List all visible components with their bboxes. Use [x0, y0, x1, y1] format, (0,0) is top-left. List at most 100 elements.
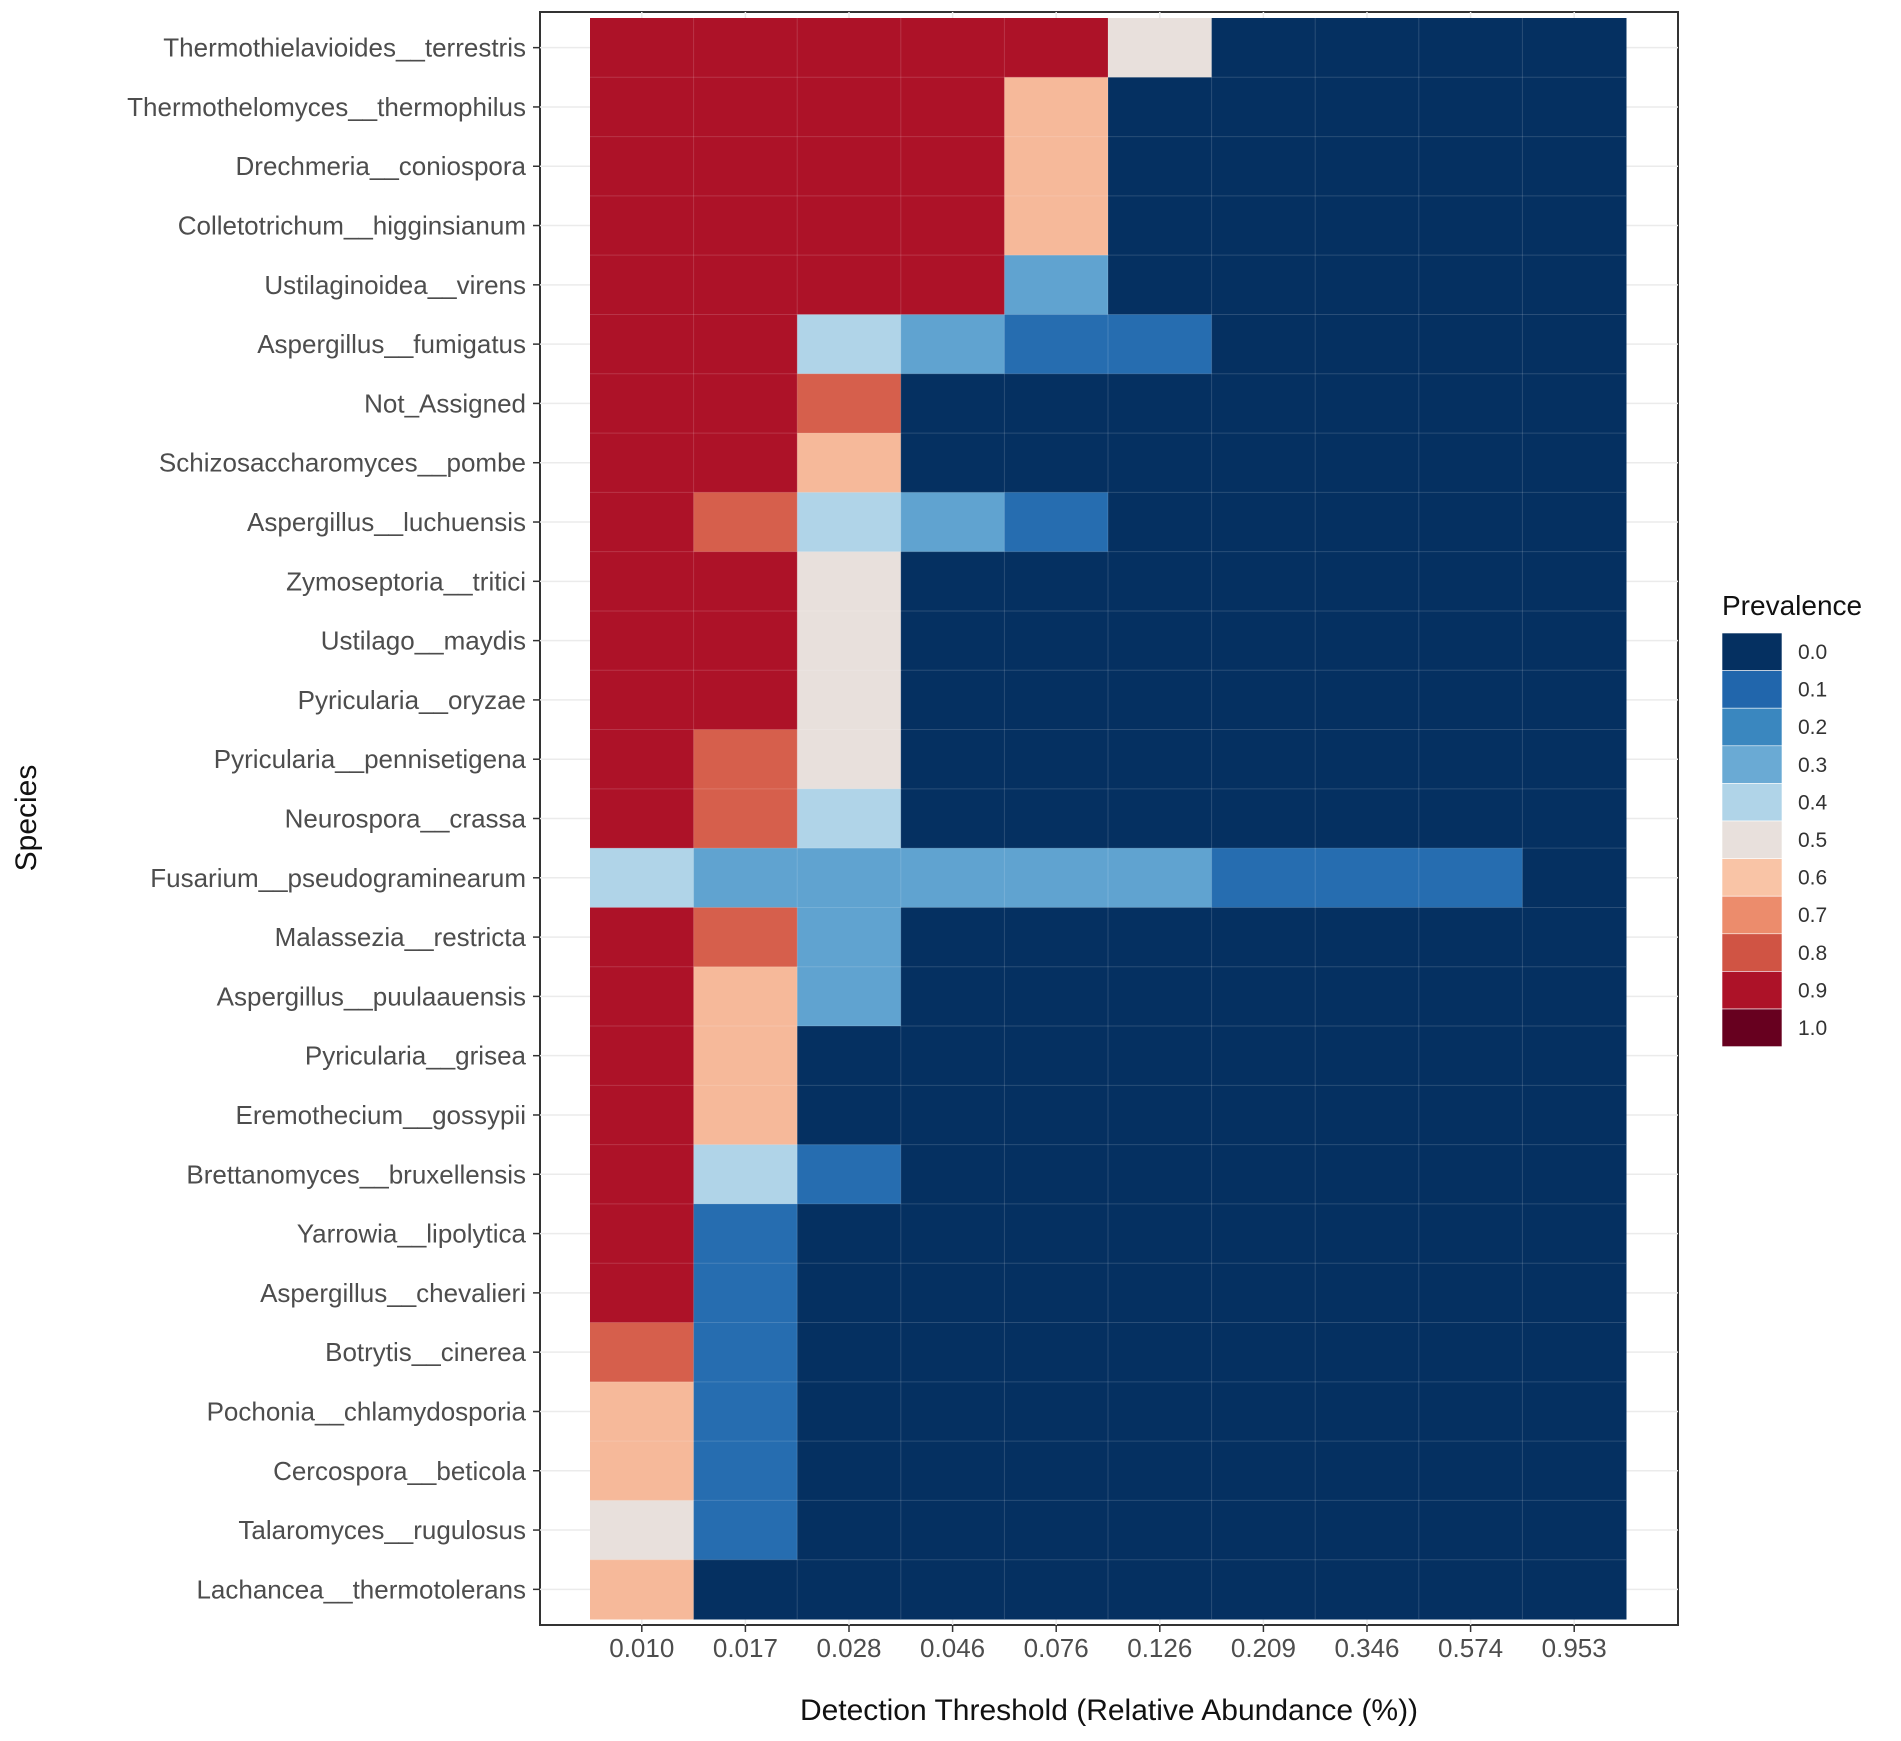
- heatmap-cell: [1211, 670, 1316, 731]
- heatmap-cell: [1108, 314, 1213, 375]
- heatmap-cell: [1211, 788, 1316, 849]
- heatmap-cell: [590, 492, 695, 553]
- heatmap-cell: [1418, 1441, 1523, 1501]
- heatmap-cell: [1418, 729, 1523, 790]
- y-tick-label: Pochonia__chlamydosporia: [207, 1396, 527, 1426]
- heatmap-cell: [693, 1322, 798, 1383]
- legend-label: 1.0: [1798, 1017, 1827, 1040]
- heatmap-cell: [1418, 610, 1523, 671]
- heatmap-cell: [797, 18, 902, 78]
- heatmap-cell: [693, 551, 798, 612]
- y-tick-label: Zymoseptoria__tritici: [286, 566, 526, 596]
- y-tick-label: Aspergillus__fumigatus: [257, 329, 526, 359]
- heatmap-cell: [900, 492, 1005, 553]
- legend-label: 0.8: [1798, 942, 1827, 965]
- y-tick-label: Colletotrichum__higginsianum: [178, 211, 526, 241]
- legend-key: [1721, 632, 1783, 671]
- heatmap-cell: [693, 1559, 798, 1620]
- heatmap-cell: [797, 1381, 902, 1442]
- heatmap-cell: [797, 1085, 902, 1146]
- heatmap-cell: [1004, 907, 1109, 968]
- heatmap-cell: [1522, 1026, 1627, 1086]
- y-tick-label: Botrytis__cinerea: [325, 1337, 526, 1367]
- heatmap-cell: [1418, 907, 1523, 968]
- x-tick-label: 0.010: [609, 1633, 674, 1663]
- heatmap-cell: [1418, 1381, 1523, 1442]
- heatmap-cell: [797, 77, 902, 138]
- heatmap-cell: [900, 551, 1005, 612]
- heatmap-cell: [1211, 18, 1316, 78]
- heatmap-cell: [1418, 551, 1523, 612]
- heatmap-cell: [1211, 551, 1316, 612]
- heatmap-cell: [1418, 1322, 1523, 1383]
- heatmap-cell: [1211, 314, 1316, 375]
- heatmap-cell: [797, 314, 902, 375]
- heatmap-cell: [1418, 1263, 1523, 1324]
- heatmap-cell: [590, 1500, 695, 1561]
- heatmap-cell: [1004, 848, 1109, 908]
- heatmap-cell: [1004, 1026, 1109, 1086]
- heatmap-cell: [1418, 670, 1523, 731]
- legend-label: 0.2: [1798, 716, 1827, 739]
- heatmap-cell: [1315, 788, 1420, 849]
- heatmap-cell: [590, 373, 695, 434]
- x-tick-label: 0.046: [920, 1633, 985, 1663]
- heatmap-cell: [1108, 1381, 1213, 1442]
- legend-label: 0.5: [1798, 829, 1827, 852]
- heatmap-cell: [693, 255, 798, 315]
- heatmap-cell: [590, 788, 695, 849]
- x-tick-label: 0.028: [816, 1633, 881, 1663]
- heatmap-cell: [797, 729, 902, 790]
- heatmap-cell: [1108, 1144, 1213, 1205]
- heatmap-cell: [900, 848, 1005, 908]
- heatmap-cell: [1211, 1085, 1316, 1146]
- heatmap-cell: [797, 848, 902, 908]
- heatmap-cell: [1108, 1203, 1213, 1264]
- heatmap-cell: [590, 551, 695, 612]
- heatmap-cell: [1108, 1263, 1213, 1324]
- heatmap-cell: [1522, 729, 1627, 790]
- heatmap-cell: [797, 788, 902, 849]
- legend-label: 0.9: [1798, 979, 1827, 1002]
- heatmap-cell: [590, 1322, 695, 1383]
- heatmap-cell: [1522, 1322, 1627, 1383]
- heatmap-cell: [1211, 1026, 1316, 1086]
- heatmap-cell: [1522, 907, 1627, 968]
- heatmap-cell: [1004, 670, 1109, 731]
- heatmap-cell: [1211, 1500, 1316, 1561]
- heatmap-cell: [797, 373, 902, 434]
- heatmap-cell: [1108, 670, 1213, 731]
- y-tick-label: Fusarium__pseudograminearum: [150, 863, 526, 893]
- heatmap-cell: [1522, 195, 1627, 256]
- heatmap-cell: [797, 1263, 902, 1324]
- y-tick-label: Neurospora__crassa: [285, 804, 527, 834]
- y-tick-label: Drechmeria__coniospora: [236, 151, 527, 181]
- heatmap-cell: [590, 18, 695, 78]
- x-axis-title: Detection Threshold (Relative Abundance …: [800, 1694, 1418, 1727]
- heatmap-cell: [900, 966, 1005, 1027]
- heatmap-cell: [1522, 433, 1627, 493]
- heatmap-cell: [797, 1203, 902, 1264]
- heatmap-cell: [900, 1144, 1005, 1205]
- heatmap-cell: [1315, 1441, 1420, 1501]
- heatmap-cell: [1004, 551, 1109, 612]
- heatmap-cell: [797, 907, 902, 968]
- heatmap-cell: [693, 373, 798, 434]
- heatmap-cell: [1315, 255, 1420, 315]
- heatmap-cell: [1315, 610, 1420, 671]
- legend-title: Prevalence: [1722, 590, 1862, 621]
- heatmap-cell: [1315, 848, 1420, 908]
- heatmap-cell: [1522, 373, 1627, 434]
- heatmap-cell: [693, 788, 798, 849]
- heatmap-cell: [1522, 1144, 1627, 1205]
- heatmap-cell: [797, 255, 902, 315]
- legend-key: [1721, 820, 1783, 859]
- heatmap-cell: [1108, 1026, 1213, 1086]
- heatmap-cell: [1315, 1263, 1420, 1324]
- heatmap-cell: [693, 492, 798, 553]
- heatmap-cell: [1315, 729, 1420, 790]
- heatmap-cell: [1108, 907, 1213, 968]
- heatmap-cell: [1522, 966, 1627, 1027]
- heatmap-cell: [1004, 433, 1109, 493]
- y-tick-label: Talaromyces__rugulosus: [238, 1515, 526, 1545]
